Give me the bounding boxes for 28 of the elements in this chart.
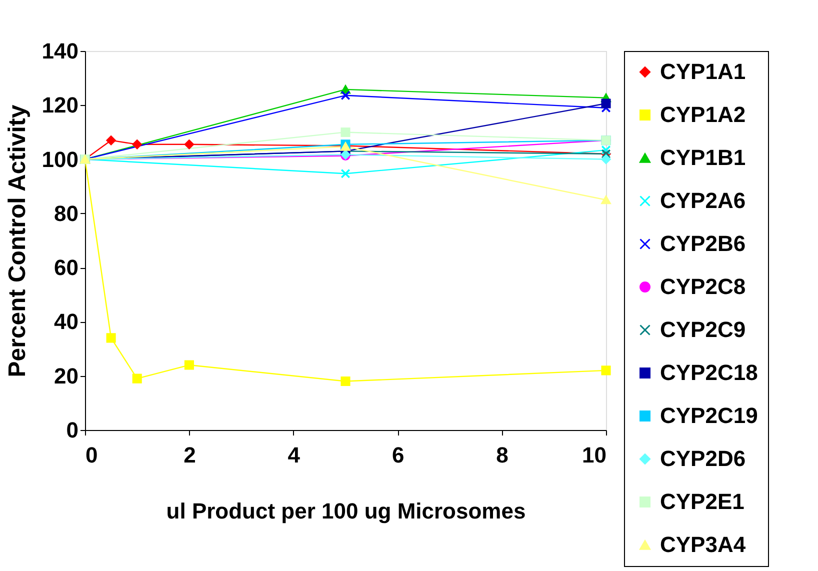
legend-label: CYP1B1 (660, 145, 746, 170)
x-tick-label: 10 (582, 442, 606, 468)
legend-label: CYP2B6 (660, 231, 746, 256)
y-tick-label: 0 (66, 418, 78, 442)
legend-label: CYP2A6 (660, 188, 746, 213)
legend-label: CYP2C9 (660, 317, 746, 342)
y-tick-label: 60 (54, 255, 78, 280)
y-tick-label: 80 (54, 200, 78, 226)
legend-label: CYP3A4 (660, 532, 746, 557)
legend-label: CYP2E1 (660, 489, 744, 514)
y-tick-label: 20 (54, 363, 78, 388)
legend-label: CYP1A2 (660, 102, 746, 127)
legend-label: CYP2D6 (660, 446, 746, 471)
legend-label: CYP2C8 (660, 274, 746, 299)
legend-label: CYP1A1 (660, 59, 746, 84)
y-tick-label: 100 (42, 146, 78, 172)
x-tick-label: 8 (496, 442, 508, 468)
x-axis-title: ul Product per 100 ug Microsomes (166, 498, 526, 524)
legend-label: CYP2C18 (660, 360, 758, 385)
x-tick-label: 4 (288, 442, 301, 468)
y-tick-label: 120 (42, 92, 78, 118)
x-tick-label: 2 (184, 442, 196, 468)
y-tick-label: 40 (54, 309, 78, 334)
legend-label: CYP2C19 (660, 403, 758, 428)
x-tick-label: 6 (392, 442, 404, 468)
y-axis-title: Percent Control Activity (4, 104, 31, 378)
y-tick-label: 140 (42, 38, 78, 64)
x-tick-label: 0 (86, 442, 98, 468)
